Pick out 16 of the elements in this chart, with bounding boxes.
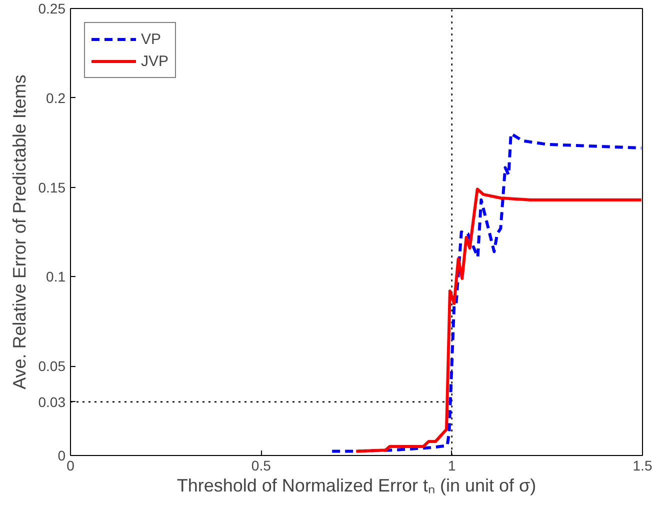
y-tick-label: 0.1 <box>46 268 66 285</box>
y-tick-label: 0.05 <box>38 358 66 374</box>
x-tick-label: 0.5 <box>251 458 272 474</box>
y-axis-title: Ave. Relative Error of Predictable Items <box>9 74 30 390</box>
x-tick-label: 1.5 <box>632 458 652 474</box>
y-tick-label: 0.2 <box>46 90 66 106</box>
y-tick-label: 0 <box>58 448 66 464</box>
y-tick-label: 0.15 <box>38 179 66 196</box>
y-tick-label: 0.25 <box>38 0 66 16</box>
line-series <box>354 188 642 453</box>
legend-label: VP <box>141 30 162 48</box>
legend-label: JVP <box>141 52 169 70</box>
x-tick-label: 1 <box>448 458 456 474</box>
y-tick-label: 0.03 <box>38 394 66 410</box>
line-series <box>330 132 642 453</box>
x-axis-title: Threshold of Normalized Error tₙ (in unit of σ) <box>176 476 536 496</box>
